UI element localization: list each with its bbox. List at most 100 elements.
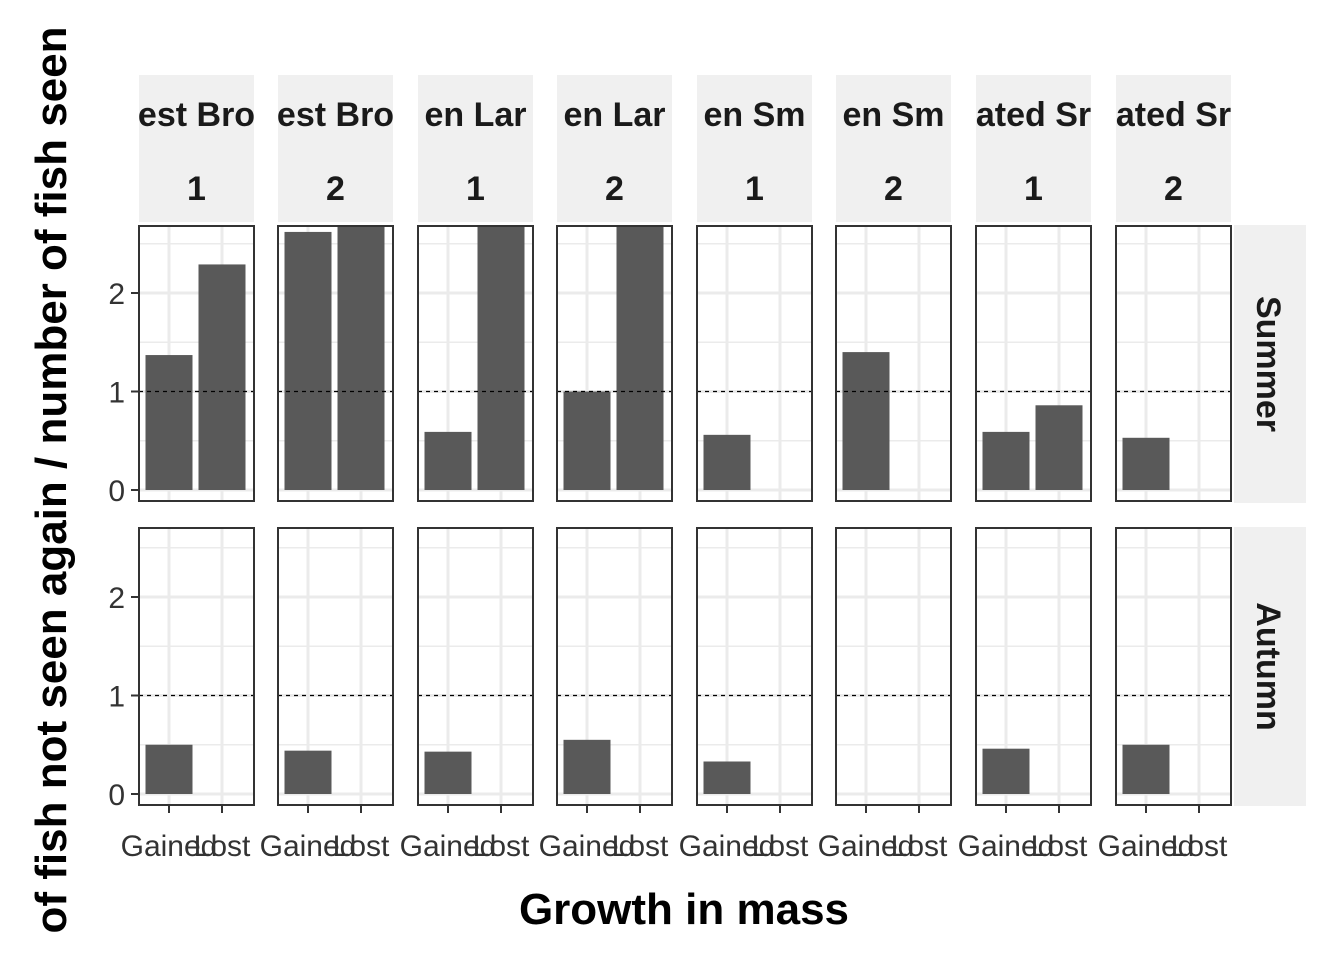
facet-panel	[138, 225, 255, 502]
facet-panel	[138, 527, 255, 806]
y-tick-label: 1	[108, 377, 125, 410]
facet-panel	[417, 527, 534, 806]
row-strip-bg	[1234, 225, 1306, 503]
column-strip-name: est Bro	[277, 96, 394, 134]
bar-gained	[284, 231, 332, 490]
panel-border	[975, 527, 1092, 806]
x-tick-label: Gained	[1098, 830, 1195, 863]
bar-gained	[1122, 437, 1170, 490]
facet-panel	[277, 225, 394, 502]
facet-panel	[1115, 225, 1232, 502]
bar-gained	[982, 748, 1030, 794]
facet-panel	[835, 527, 952, 806]
column-strip-bg	[1116, 75, 1231, 222]
x-tick-label: Lost	[1031, 830, 1088, 863]
x-tick-label: Gained	[818, 830, 915, 863]
panel-border	[417, 225, 534, 502]
panel-border	[417, 527, 534, 806]
column-strip-group: 1	[745, 170, 764, 208]
panel-border	[277, 527, 394, 806]
panel-border	[277, 225, 394, 502]
x-axis-title: Growth in mass	[519, 885, 849, 934]
bar-gained	[424, 751, 472, 794]
facet-panels	[138, 225, 1232, 806]
x-tick-label: Gained	[400, 830, 497, 863]
column-strip-group: 2	[326, 170, 345, 208]
panel-border	[138, 527, 255, 806]
column-strip-name: en Lar	[424, 96, 526, 134]
bar-gained	[1122, 744, 1170, 794]
x-tick-label: Lost	[473, 830, 530, 863]
facet-panel	[975, 527, 1092, 806]
facet-panel	[975, 225, 1092, 502]
column-strip-bg	[836, 75, 951, 222]
x-tick-label: Gained	[539, 830, 636, 863]
column-strip-bg	[139, 75, 254, 222]
column-strip-name: en Lar	[563, 96, 665, 134]
bar-lost	[477, 226, 525, 490]
y-tick-label: 0	[108, 475, 125, 508]
column-strip-group: 2	[884, 170, 903, 208]
panel-border	[556, 527, 673, 806]
panel-border	[975, 225, 1092, 502]
bar-lost	[1035, 405, 1083, 490]
y-axis-title: of fish not seen again / number of fish …	[27, 26, 76, 933]
bar-gained	[703, 761, 751, 794]
bar-lost	[198, 264, 246, 490]
x-tick-label: Lost	[194, 830, 251, 863]
column-strip-bg	[976, 75, 1091, 222]
x-tick-label: Gained	[679, 830, 776, 863]
column-strip-group: 2	[605, 170, 624, 208]
row-strip-label: Autumn	[1249, 602, 1287, 730]
facet-panel	[696, 527, 813, 806]
column-strip-group: 2	[1164, 170, 1183, 208]
bar-gained	[424, 431, 472, 490]
facet-panel	[1115, 527, 1232, 806]
column-strip-bg	[278, 75, 393, 222]
panel-border	[556, 225, 673, 502]
panel-border	[138, 225, 255, 502]
panel-border	[835, 527, 952, 806]
y-tick-label: 2	[108, 278, 125, 311]
bar-gained	[563, 739, 611, 794]
bar-lost	[337, 226, 385, 490]
x-tick-label: Lost	[891, 830, 948, 863]
column-strip-name: en Sm	[842, 96, 944, 134]
x-tick-label: Gained	[260, 830, 357, 863]
column-strip-group: 1	[466, 170, 485, 208]
facet-panel	[556, 225, 673, 502]
facet-panel	[835, 225, 952, 502]
x-tick-label: Gained	[121, 830, 218, 863]
column-strip-bg	[418, 75, 533, 222]
facet-panel	[696, 225, 813, 502]
facet-panel	[417, 225, 534, 502]
x-tick-label: Lost	[752, 830, 809, 863]
panel-border	[1115, 527, 1232, 806]
facet-strips: est Bro 1 est Bro 2 en Lar 1 en Lar 2 en Sm 1 en S…	[138, 75, 1306, 806]
column-strip-name: est Bro	[138, 96, 255, 134]
bar-gained	[145, 355, 193, 490]
column-strip-group: 1	[1024, 170, 1043, 208]
bar-gained	[145, 744, 193, 794]
facet-panel	[556, 527, 673, 806]
row-strip-bg	[1234, 527, 1306, 806]
panel-border	[696, 225, 813, 502]
column-strip-name: ated Sr	[1116, 96, 1231, 134]
panel-border	[835, 225, 952, 502]
bar-gained	[703, 434, 751, 490]
bar-gained	[842, 352, 890, 490]
bar-gained	[982, 431, 1030, 490]
bar-lost	[616, 226, 664, 490]
panel-border	[696, 527, 813, 806]
x-tick-label: Gained	[958, 830, 1055, 863]
y-tick-label: 2	[108, 582, 125, 615]
y-tick-label: 0	[108, 779, 125, 812]
x-tick-label: Lost	[1171, 830, 1228, 863]
y-tick-label: 1	[108, 681, 125, 714]
panel-border	[1115, 225, 1232, 502]
column-strip-bg	[697, 75, 812, 222]
bar-gained	[563, 391, 611, 490]
row-strip-label: Summer	[1249, 296, 1287, 432]
